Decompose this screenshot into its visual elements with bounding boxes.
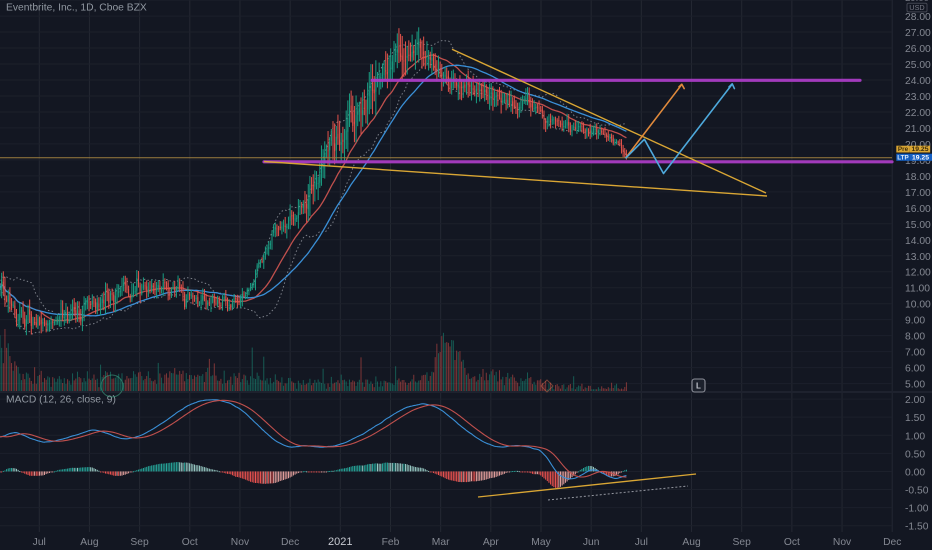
svg-text:2.00: 2.00 [905, 395, 925, 406]
svg-text:Apr: Apr [483, 537, 500, 548]
svg-text:17.00: 17.00 [905, 188, 931, 199]
svg-text:11.00: 11.00 [905, 284, 930, 295]
svg-text:19.25: 19.25 [911, 146, 928, 153]
svg-text:MACD (12, 26, close, 9): MACD (12, 26, close, 9) [6, 395, 116, 406]
svg-text:Sep: Sep [130, 537, 149, 548]
svg-text:2021: 2021 [328, 536, 352, 548]
svg-text:23.00: 23.00 [905, 92, 931, 103]
svg-text:24.00: 24.00 [905, 76, 931, 87]
svg-text:Feb: Feb [382, 537, 400, 548]
svg-text:12.00: 12.00 [905, 268, 931, 279]
svg-text:Jun: Jun [583, 537, 600, 548]
svg-text:Eventbrite, Inc., 1D, Cboe BZX: Eventbrite, Inc., 1D, Cboe BZX [6, 3, 147, 14]
svg-text:Aug: Aug [80, 537, 99, 548]
svg-text:28.00: 28.00 [905, 12, 931, 23]
svg-text:LTP: LTP [897, 154, 908, 161]
svg-text:7.00: 7.00 [905, 348, 925, 359]
svg-text:1.00: 1.00 [905, 431, 925, 442]
svg-text:L: L [696, 382, 701, 391]
svg-text:16.00: 16.00 [905, 204, 931, 215]
svg-text:5.00: 5.00 [905, 380, 925, 391]
svg-text:26.00: 26.00 [905, 44, 931, 55]
svg-text:19.25: 19.25 [912, 154, 929, 161]
svg-text:Sep: Sep [733, 537, 752, 548]
svg-text:Oct: Oct [182, 537, 198, 548]
svg-text:0.50: 0.50 [905, 449, 925, 460]
svg-text:Aug: Aug [682, 537, 701, 548]
svg-text:-0.50: -0.50 [905, 486, 929, 497]
svg-text:15.00: 15.00 [905, 220, 931, 231]
svg-text:Mar: Mar [432, 537, 450, 548]
svg-text:Dec: Dec [281, 537, 299, 548]
svg-text:1.50: 1.50 [905, 413, 925, 424]
svg-text:8.00: 8.00 [905, 332, 925, 343]
svg-text:Oct: Oct [784, 537, 800, 548]
svg-text:0.00: 0.00 [905, 467, 925, 478]
svg-text:22.00: 22.00 [905, 108, 931, 119]
svg-text:USD: USD [909, 3, 924, 12]
svg-text:-1.00: -1.00 [905, 504, 929, 515]
svg-text:May: May [531, 537, 551, 548]
svg-text:6.00: 6.00 [905, 364, 925, 375]
svg-text:9.00: 9.00 [905, 316, 925, 327]
svg-text:Dec: Dec [883, 537, 901, 548]
svg-text:-1.50: -1.50 [905, 522, 929, 533]
svg-text:10.00: 10.00 [905, 300, 931, 311]
svg-text:27.00: 27.00 [905, 28, 931, 39]
svg-text:Nov: Nov [833, 537, 852, 548]
svg-text:Jul: Jul [635, 537, 648, 548]
svg-text:21.00: 21.00 [905, 124, 931, 135]
svg-text:13.00: 13.00 [905, 252, 931, 263]
svg-text:Pre: Pre [898, 146, 909, 153]
svg-text:14.00: 14.00 [905, 236, 931, 247]
svg-text:18.00: 18.00 [905, 172, 931, 183]
svg-text:Jul: Jul [33, 537, 46, 548]
svg-text:25.00: 25.00 [905, 60, 931, 71]
svg-text:Nov: Nov [231, 537, 250, 548]
